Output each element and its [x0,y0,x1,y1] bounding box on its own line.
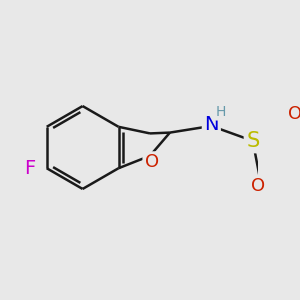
Text: N: N [204,115,219,134]
Text: O: O [251,178,265,196]
Text: O: O [145,153,159,171]
Text: H: H [216,105,226,119]
Text: F: F [25,159,36,178]
Text: O: O [288,105,300,123]
Text: S: S [246,131,260,151]
